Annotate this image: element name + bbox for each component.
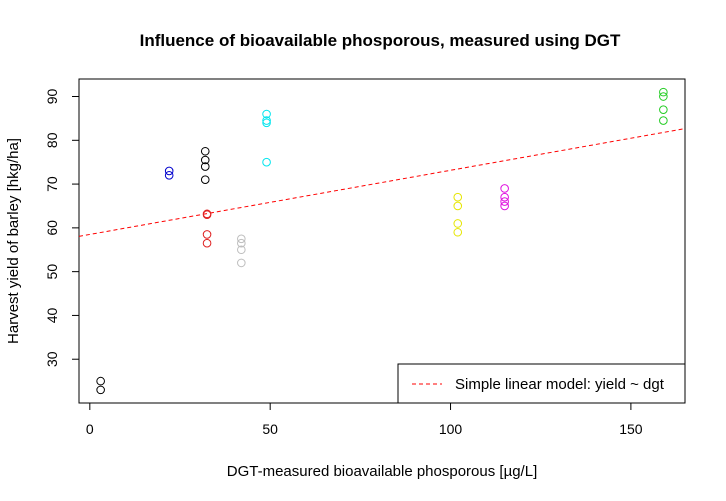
data-point bbox=[237, 234, 246, 244]
data-point bbox=[202, 230, 212, 239]
data-point bbox=[237, 238, 246, 248]
data-point bbox=[262, 109, 271, 119]
regression-line bbox=[78, 128, 686, 237]
x-tick-label: 50 bbox=[262, 421, 278, 437]
y-tick-label: 90 bbox=[44, 89, 60, 105]
data-point bbox=[453, 219, 463, 228]
data-point bbox=[237, 245, 246, 255]
y-tick-label: 70 bbox=[44, 176, 60, 192]
data-point bbox=[659, 105, 668, 114]
data-point bbox=[164, 166, 174, 176]
legend-label: Simple linear model: yield ~ dgt bbox=[455, 376, 665, 393]
data-point bbox=[262, 157, 271, 167]
x-tick-label: 0 bbox=[86, 421, 94, 437]
x-tick-label: 150 bbox=[619, 421, 643, 437]
data-point bbox=[500, 197, 509, 206]
data-point bbox=[200, 146, 210, 156]
y-axis: 30 40 50 60 70 80 90 bbox=[44, 89, 79, 367]
data-point bbox=[262, 118, 271, 128]
x-axis: 0 50 100 150 bbox=[86, 403, 643, 437]
data-point bbox=[453, 192, 463, 202]
y-tick-label: 60 bbox=[44, 220, 60, 236]
data-point bbox=[453, 201, 463, 211]
x-tick-label: 100 bbox=[439, 421, 463, 437]
regression-lines bbox=[78, 128, 686, 237]
data-point bbox=[96, 376, 105, 386]
plot-frame bbox=[78, 78, 686, 404]
legend-box bbox=[397, 363, 686, 404]
y-tick-label: 80 bbox=[44, 132, 60, 148]
data-points bbox=[96, 87, 668, 395]
legend: Simple linear model: yield ~ dgt bbox=[397, 363, 686, 404]
data-point bbox=[202, 238, 212, 248]
data-point bbox=[500, 201, 509, 211]
chart-title: Influence of bioavailable phosporous, me… bbox=[140, 31, 621, 50]
data-point bbox=[164, 171, 174, 180]
y-tick-label: 40 bbox=[44, 307, 60, 323]
data-point bbox=[200, 162, 210, 171]
data-point bbox=[659, 92, 668, 101]
data-point bbox=[200, 175, 210, 185]
data-point bbox=[96, 385, 105, 395]
data-point bbox=[500, 184, 509, 193]
data-point bbox=[262, 116, 271, 125]
data-point bbox=[500, 192, 509, 202]
data-point bbox=[202, 209, 212, 219]
y-tick-label: 30 bbox=[44, 351, 60, 367]
y-axis-label: Harvest yield of barley [hkg/ha] bbox=[5, 138, 22, 344]
y-tick-label: 50 bbox=[44, 264, 60, 280]
data-point bbox=[659, 87, 668, 97]
data-point bbox=[200, 155, 210, 165]
x-axis-label: DGT-measured bioavailable phosporous [µg… bbox=[227, 463, 537, 480]
data-point bbox=[453, 227, 463, 237]
data-point bbox=[237, 258, 246, 268]
data-point bbox=[659, 116, 668, 125]
